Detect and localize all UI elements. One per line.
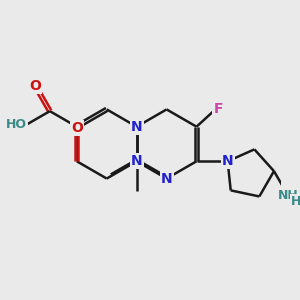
Text: N: N — [131, 154, 142, 168]
Text: N: N — [161, 172, 172, 186]
Text: N: N — [131, 120, 142, 134]
Text: H: H — [291, 196, 300, 208]
Text: N: N — [222, 154, 233, 168]
Text: HO: HO — [6, 118, 27, 130]
Text: O: O — [71, 121, 83, 135]
Text: F: F — [213, 102, 223, 116]
Text: NH: NH — [278, 189, 299, 202]
Text: O: O — [29, 79, 41, 93]
